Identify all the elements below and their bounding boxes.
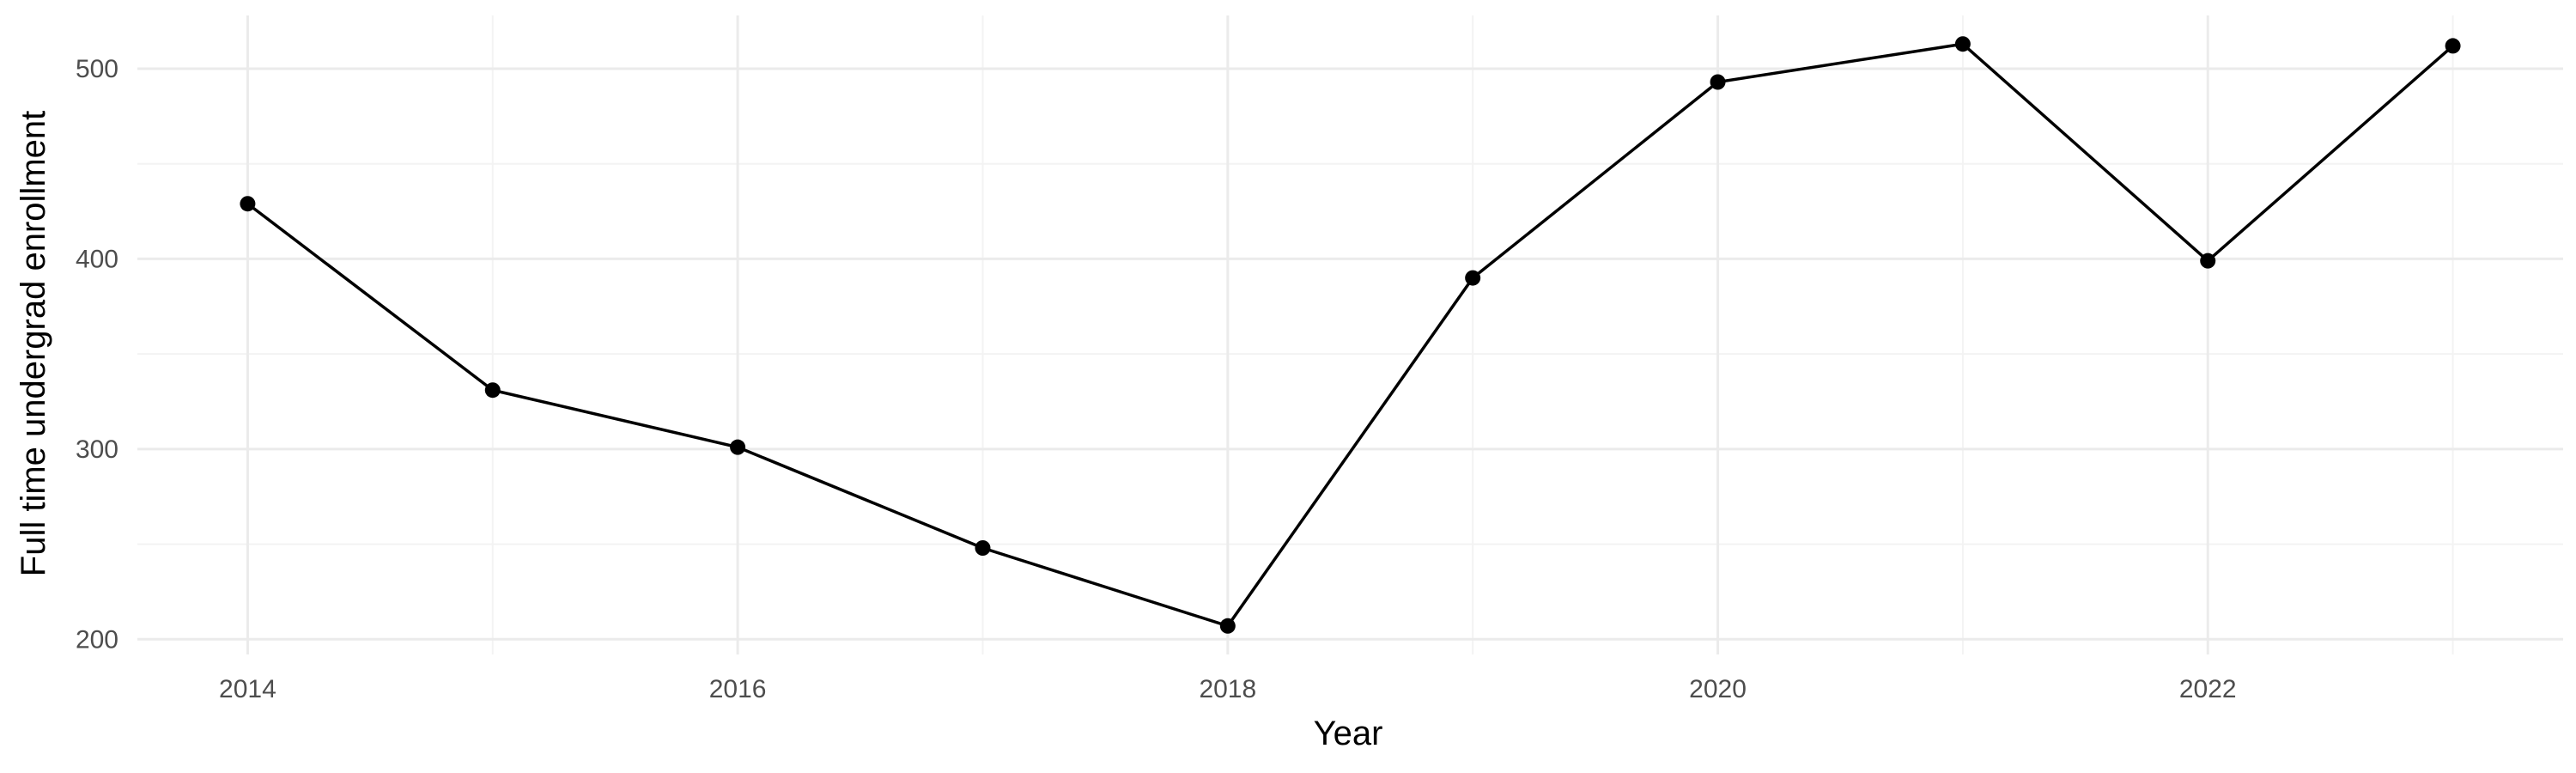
y-axis-title: Full time undergrad enrollment bbox=[15, 111, 52, 576]
data-point bbox=[975, 540, 991, 556]
data-point bbox=[1710, 74, 1726, 90]
series-layer bbox=[240, 36, 2461, 634]
data-point bbox=[240, 196, 256, 212]
x-tick-label: 2018 bbox=[1199, 675, 1256, 703]
gridlines bbox=[137, 15, 2563, 654]
data-point bbox=[1465, 270, 1481, 286]
data-point bbox=[1954, 36, 1971, 52]
x-axis-title: Year bbox=[1314, 715, 1383, 752]
y-tick-label: 300 bbox=[76, 435, 118, 464]
x-tick-label: 2016 bbox=[709, 675, 767, 703]
series-line bbox=[246, 42, 2454, 628]
x-tick-label: 2022 bbox=[2179, 675, 2237, 703]
data-point bbox=[2445, 38, 2461, 54]
tick-labels: 200 300 400 500 2014 2016 2018 2020 2022 bbox=[76, 55, 2237, 703]
data-point bbox=[484, 382, 501, 399]
y-tick-label: 500 bbox=[76, 55, 118, 83]
data-point bbox=[1219, 618, 1236, 634]
x-tick-label: 2014 bbox=[219, 675, 276, 703]
data-point bbox=[730, 439, 746, 455]
y-tick-label: 200 bbox=[76, 625, 118, 654]
x-tick-label: 2020 bbox=[1689, 675, 1747, 703]
data-point bbox=[2200, 253, 2216, 269]
y-tick-label: 400 bbox=[76, 245, 118, 273]
